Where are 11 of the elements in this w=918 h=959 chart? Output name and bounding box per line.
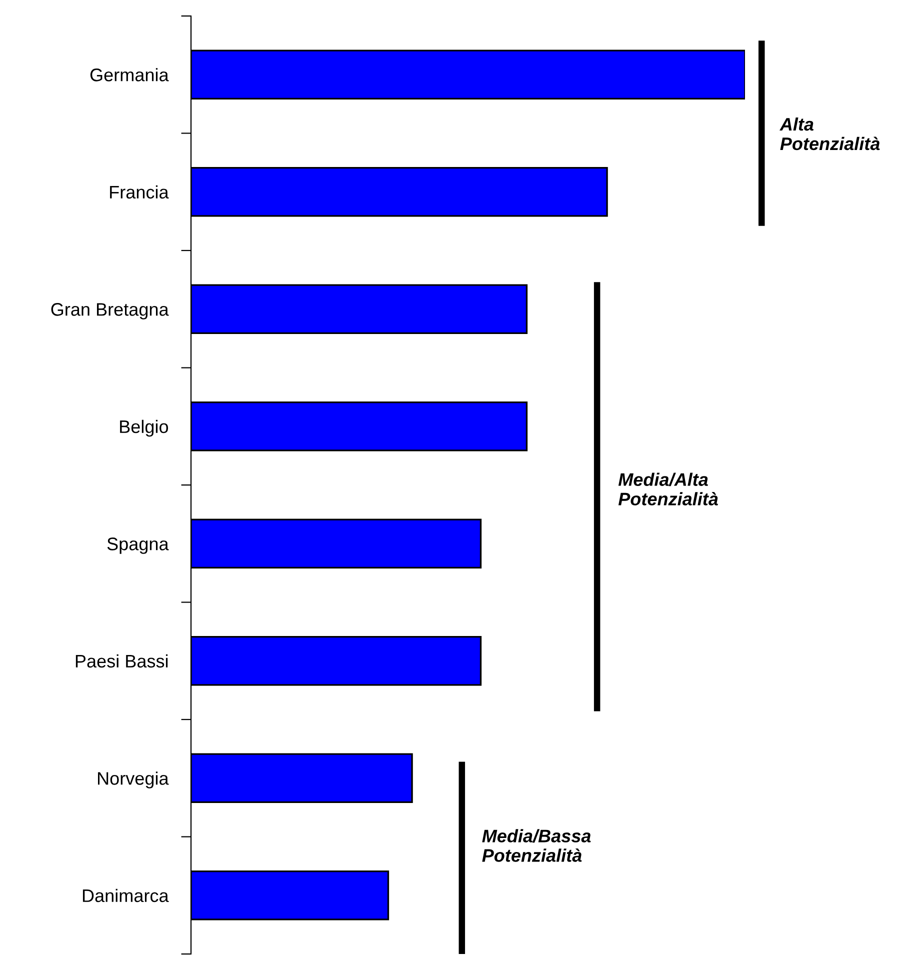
y-tick-label: Francia bbox=[110, 185, 169, 199]
annotation: Media/Alta Potenzialità bbox=[618, 472, 718, 506]
y-tick-label: Paesi Bassi bbox=[76, 654, 168, 668]
y-tick-label: Danimarca bbox=[82, 888, 169, 902]
annotation: Media/Bassa Potenzialità bbox=[482, 829, 591, 862]
y-tick-label: Norvegia bbox=[98, 772, 169, 788]
y-tick-label: Gran Bretagna bbox=[51, 303, 169, 320]
text: Alta Potenzialità bbox=[780, 117, 880, 150]
y-tick-label: Belgio bbox=[120, 420, 168, 437]
y-tick-label: Germania bbox=[90, 68, 169, 82]
y-tick-label: Spagna bbox=[107, 538, 169, 554]
